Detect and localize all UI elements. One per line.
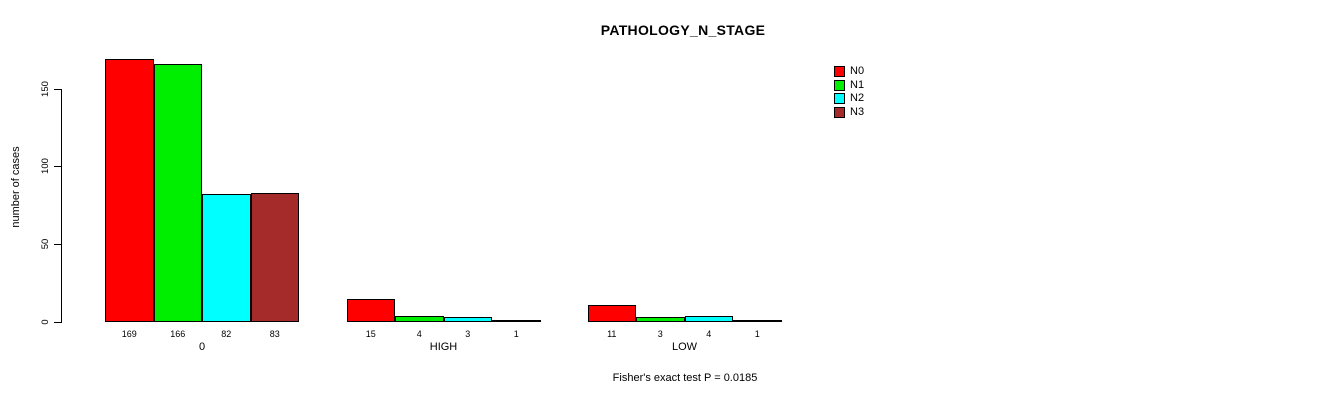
y-tick xyxy=(54,88,61,90)
bar-value-label: 11 xyxy=(607,329,617,339)
legend-row-N1: N1 xyxy=(834,79,864,93)
y-tick-label: 100 xyxy=(39,158,51,175)
legend-label-N0: N0 xyxy=(850,65,865,78)
bar-value-label: 83 xyxy=(269,329,280,339)
bar-N3-HIGH xyxy=(492,320,541,322)
bar-value-label: 1 xyxy=(754,329,760,339)
bar-N1-0 xyxy=(153,63,202,322)
legend-row-N3: N3 xyxy=(834,106,864,120)
legend-swatch-N3 xyxy=(834,106,845,118)
y-axis-label: number of cases xyxy=(10,146,22,228)
bar-N0-LOW xyxy=(587,304,636,322)
bar-N2-0 xyxy=(202,194,251,322)
legend-label-N1: N1 xyxy=(850,78,865,91)
bar-value-label: 169 xyxy=(121,329,137,339)
bar-N0-0 xyxy=(105,59,154,322)
y-tick-label: 0 xyxy=(39,319,51,325)
bar-value-label: 1 xyxy=(513,329,519,339)
bar-N3-0 xyxy=(250,192,299,322)
bar-value-label: 82 xyxy=(221,329,232,339)
y-tick xyxy=(54,166,61,168)
legend-row-N0: N0 xyxy=(834,65,864,79)
y-tick-label: 150 xyxy=(39,80,51,97)
legend-swatch-N0 xyxy=(834,66,845,78)
bar-value-label: 15 xyxy=(365,329,376,339)
legend-swatch-N2 xyxy=(834,93,845,105)
legend-label-N2: N2 xyxy=(850,92,865,105)
y-tick xyxy=(54,244,61,246)
bar-N1-LOW xyxy=(636,317,685,322)
statistical-test-annotation: Fisher's exact test P = 0.0185 xyxy=(612,372,758,384)
y-tick xyxy=(54,322,61,323)
bar-value-label: 166 xyxy=(170,329,186,339)
legend-row-N2: N2 xyxy=(834,92,864,106)
bar-value-label: 4 xyxy=(706,329,712,339)
legend: N0 N1 N2 N3 xyxy=(834,65,864,119)
category-label-0: 0 xyxy=(198,341,206,353)
bar-value-label: 3 xyxy=(657,329,663,339)
legend-label-N3: N3 xyxy=(850,105,865,118)
legend-swatch-N1 xyxy=(834,79,845,91)
y-axis-line xyxy=(61,88,62,323)
bar-value-label: 4 xyxy=(416,329,422,339)
chart-title: PATHOLOGY_N_STAGE xyxy=(600,22,766,38)
bar-value-label: 3 xyxy=(465,329,471,339)
bar-N0-HIGH xyxy=(346,298,395,322)
bar-N3-LOW xyxy=(733,320,782,322)
bar-N2-HIGH xyxy=(443,317,492,322)
y-tick-label: 50 xyxy=(39,238,51,250)
category-label-HIGH: HIGH xyxy=(429,341,458,353)
bar-N2-LOW xyxy=(684,315,733,322)
category-label-LOW: LOW xyxy=(671,341,698,353)
bar-N1-HIGH xyxy=(395,315,444,322)
